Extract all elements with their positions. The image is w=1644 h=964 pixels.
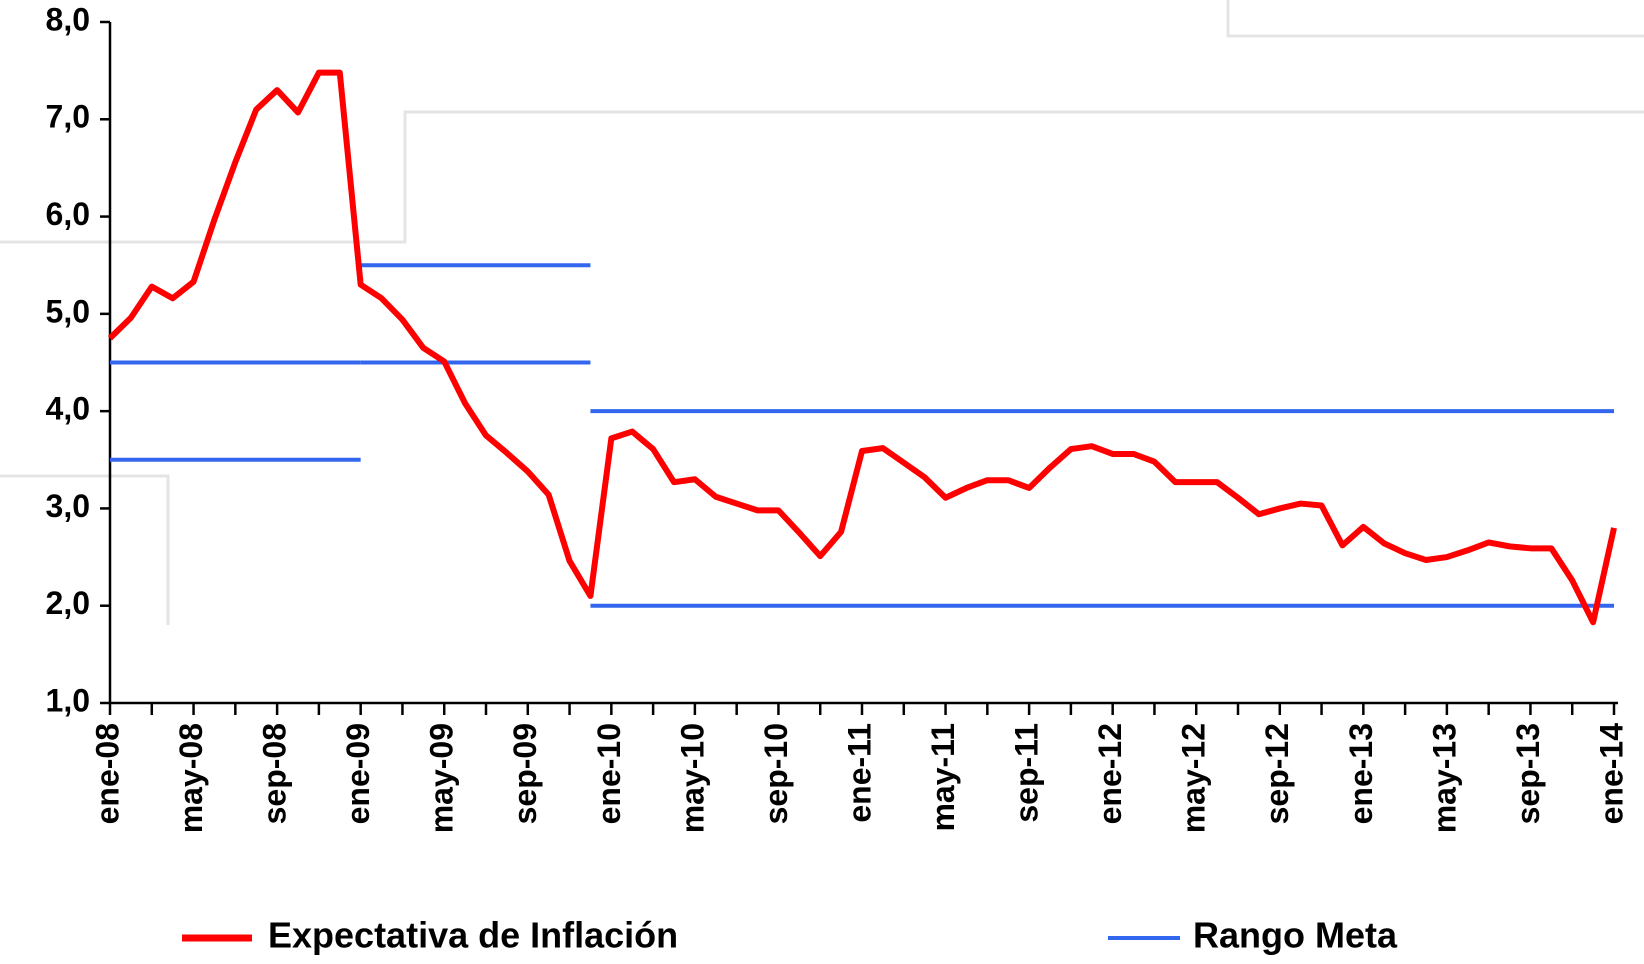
x-tick-label: may-10 (674, 723, 710, 833)
legend-label: Expectativa de Inflación (268, 915, 678, 956)
x-tick-label: sep-12 (1259, 723, 1295, 824)
x-tick-label: sep-08 (257, 723, 293, 824)
background-artifacts (0, 0, 1644, 625)
x-tick-label: ene-12 (1092, 723, 1128, 824)
x-tick-label: ene-09 (340, 723, 376, 824)
data-line (107, 69, 1617, 626)
x-tick-label: ene-13 (1343, 723, 1379, 824)
x-tick-label: ene-08 (89, 723, 125, 824)
y-tick-label: 1,0 (46, 682, 90, 718)
y-tick-label: 3,0 (46, 488, 90, 524)
x-tick-label: may-11 (925, 723, 961, 832)
x-tick-label: may-13 (1426, 723, 1462, 833)
y-tick-label: 5,0 (46, 293, 90, 329)
y-tick-label: 4,0 (46, 391, 90, 427)
y-tick-label: 7,0 (46, 99, 90, 135)
y-tick-label: 2,0 (46, 585, 90, 621)
x-tick-label: sep-09 (507, 723, 543, 824)
x-tick-label: ene-10 (591, 723, 627, 824)
x-tick-label: may-08 (173, 723, 209, 833)
legend-label: Rango Meta (1193, 915, 1398, 956)
x-tick-label: ene-11 (841, 723, 877, 823)
x-tick-label: sep-10 (758, 723, 794, 824)
y-tick-label: 6,0 (46, 196, 90, 232)
x-tick-label: may-09 (424, 723, 460, 833)
y-tick-label: 8,0 (46, 1, 90, 37)
x-tick-label: ene-14 (1593, 723, 1629, 825)
x-tick-label: may-12 (1176, 723, 1212, 833)
x-tick-label: sep-11 (1009, 723, 1045, 823)
x-tick-label: sep-13 (1510, 723, 1546, 824)
